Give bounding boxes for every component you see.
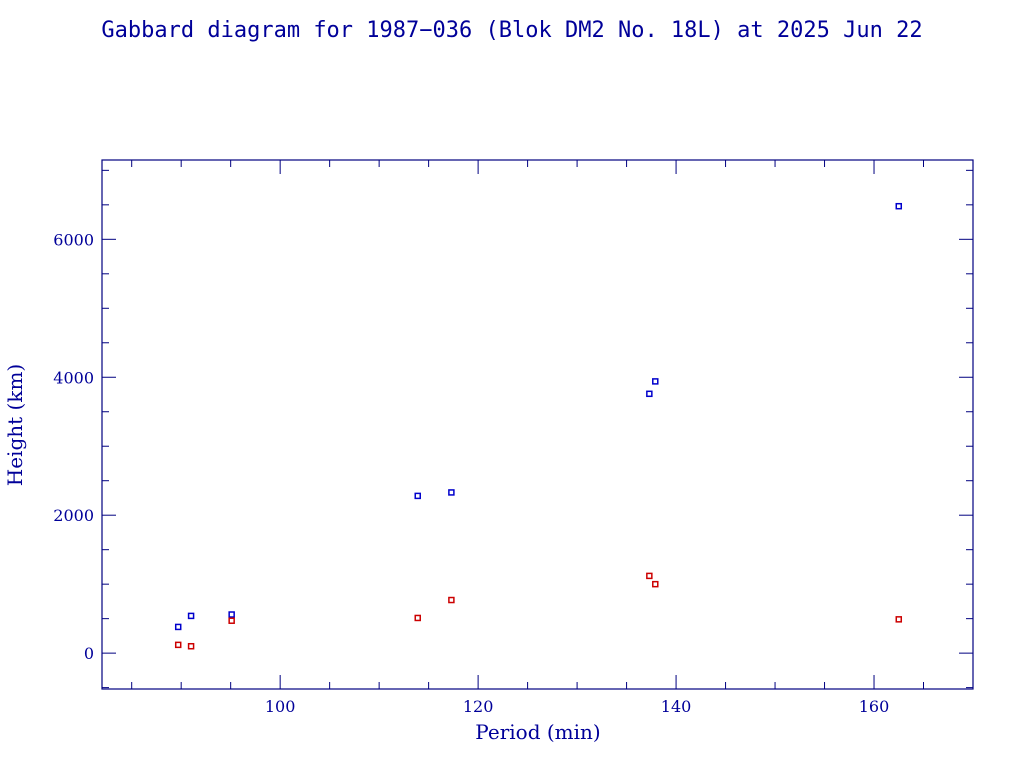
apogee-point [228, 611, 235, 618]
plot-frame [101, 159, 974, 690]
perigee-point [228, 617, 235, 624]
perigee-point [646, 572, 653, 580]
x-axis-label: Period (min) [475, 720, 600, 744]
x-tick-label: 100 [265, 697, 296, 716]
apogee-point [652, 378, 659, 385]
chart-title: Gabbard diagram for 1987−036 (Blok DM2 N… [101, 18, 922, 43]
y-tick-label: 2000 [53, 506, 94, 525]
apogee-point [187, 612, 195, 620]
perigee-point [895, 616, 903, 623]
apogee-point [448, 489, 455, 496]
y-tick-label: 0 [84, 644, 94, 663]
y-axis-label: Height (km) [3, 364, 27, 486]
perigee-point [652, 580, 659, 588]
perigee-point [187, 642, 195, 650]
apogee-point [174, 623, 182, 631]
x-tick-label: 140 [661, 697, 692, 716]
apogee-point [414, 492, 421, 500]
perigee-point [448, 596, 455, 604]
y-tick-label: 6000 [53, 230, 94, 249]
perigee-point [414, 614, 421, 622]
x-tick-label: 160 [859, 697, 890, 716]
axis-ticks [102, 160, 974, 689]
x-tick-label: 120 [463, 697, 494, 716]
apogee-point [895, 202, 903, 210]
tick-labels: 100 120 140 160 0 2000 4000 6000 [53, 230, 889, 716]
perigee-point [174, 641, 182, 649]
data-points [174, 202, 903, 650]
apogee-point [646, 390, 653, 398]
y-tick-label: 4000 [53, 368, 94, 387]
